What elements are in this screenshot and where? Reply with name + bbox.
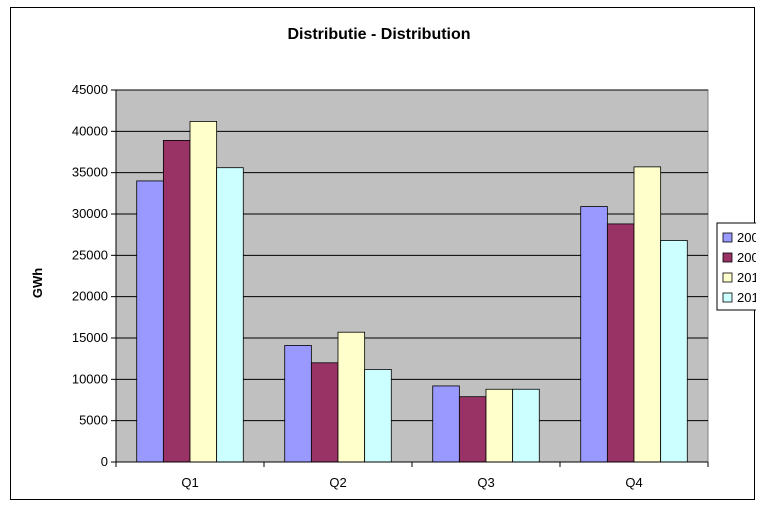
chart-frame: Distributie - Distribution GWh 0 5000 1000… [10, 7, 756, 500]
legend-label-2010: 2010 [737, 270, 756, 285]
chart-title: Distributie - Distribution [287, 26, 470, 43]
bar-2009-Q4 [606, 223, 635, 463]
bar-2010-Q3 [485, 388, 514, 463]
y-tick-label: 10000 [72, 371, 108, 386]
x-tick-label: Q4 [625, 475, 642, 490]
y-axis-label: GWh [30, 268, 45, 298]
y-tick-label: 35000 [72, 165, 108, 180]
y-tick-label: 0 [101, 454, 108, 469]
bar-2008-Q2 [284, 345, 312, 463]
x-tick-label: Q1 [181, 475, 198, 490]
legend-label-2011: 2011 [737, 290, 756, 305]
bar-2009-Q2 [310, 362, 339, 463]
legend-label-2009: 2009 [737, 250, 756, 265]
legend-swatch-2011 [722, 292, 733, 303]
bar-2011-Q1 [216, 167, 244, 463]
bar-2008-Q4 [580, 206, 608, 463]
bar-2010-Q4 [633, 166, 662, 463]
bar-2008-Q1 [136, 180, 164, 463]
y-tick-label: 20000 [72, 289, 108, 304]
bar-2011-Q3 [512, 388, 540, 463]
y-tick-label: 5000 [79, 413, 108, 428]
legend-swatch-2009 [722, 252, 733, 263]
legend-swatch-2010 [722, 272, 733, 283]
bar-2009-Q3 [458, 396, 487, 463]
bar-chart: Distributie - Distribution GWh 0 5000 1000… [30, 26, 756, 490]
bar-2010-Q2 [337, 331, 366, 463]
y-tick-label: 15000 [72, 330, 108, 345]
bar-2010-Q1 [189, 121, 218, 463]
x-tick-label: Q2 [329, 475, 346, 490]
bar-2011-Q2 [364, 369, 392, 463]
x-tick-label: Q3 [477, 475, 494, 490]
bar-2009-Q1 [162, 140, 191, 463]
plot-area: 0 5000 10000 15000 20000 25000 30000 35000 40000… [72, 82, 709, 490]
y-tick-label: 40000 [72, 123, 108, 138]
y-tick-label: 45000 [72, 82, 108, 97]
legend: 2008 2009 2010 2011 [716, 222, 756, 311]
y-tick-label: 25000 [72, 247, 108, 262]
legend-label-2008: 2008 [737, 230, 756, 245]
bar-2011-Q4 [660, 240, 688, 463]
bar-2008-Q3 [432, 385, 460, 463]
y-tick-label: 30000 [72, 206, 108, 221]
legend-swatch-2008 [722, 232, 733, 243]
